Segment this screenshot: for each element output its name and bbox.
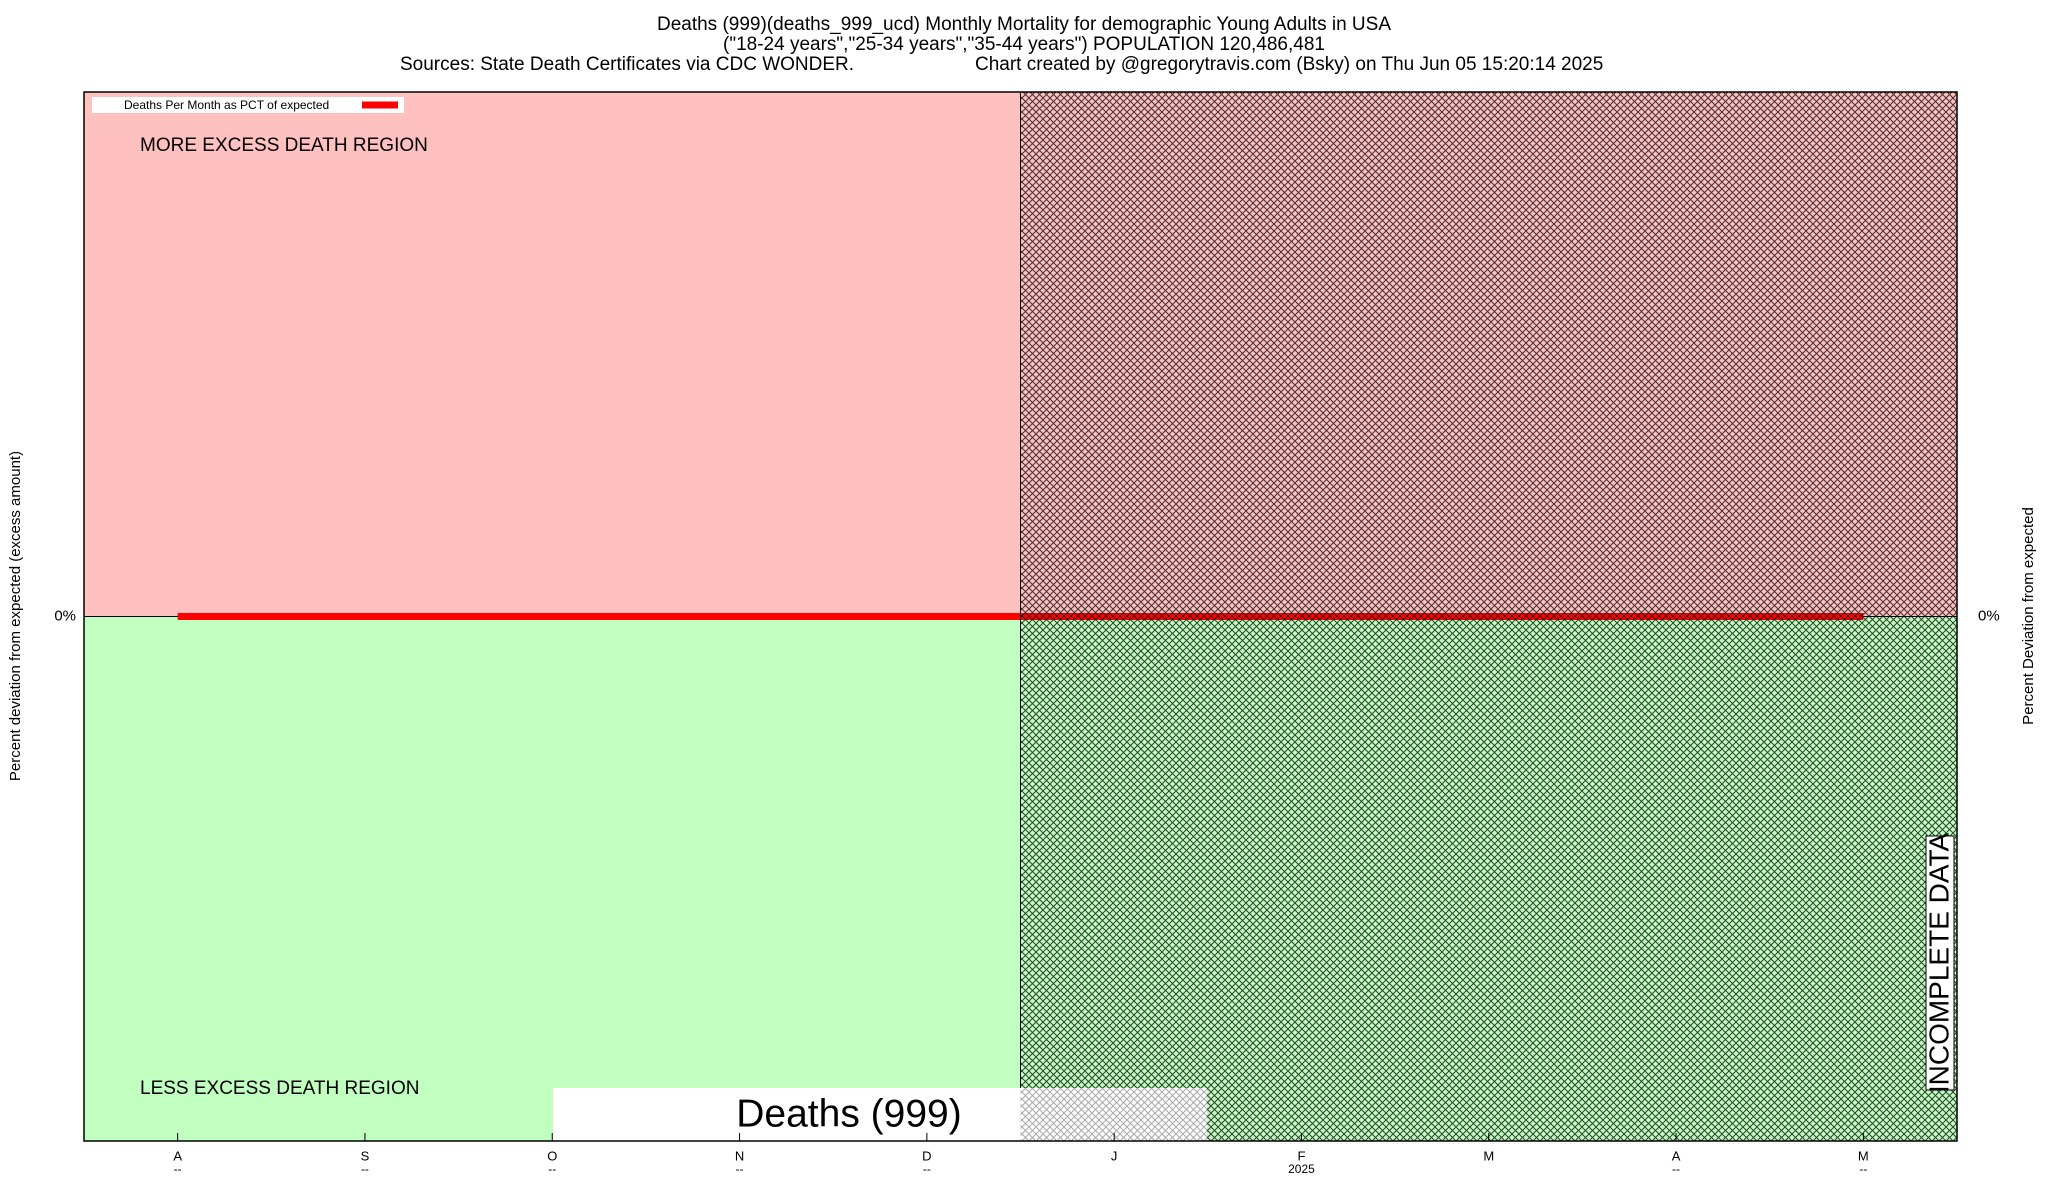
watermark-hatch	[1020, 1088, 1207, 1141]
x-tick-sublabel: --	[736, 1162, 744, 1176]
region-label: LESS EXCESS DEATH REGION	[140, 1078, 419, 1099]
incomplete-label: INCOMPLETE DATA	[1923, 833, 1954, 1094]
y2-axis-label: Percent Deviation from expected	[2020, 507, 2037, 725]
watermark: Deaths (999)	[736, 1092, 961, 1135]
y-tick-label: 0%	[54, 607, 76, 624]
overlay: Deaths (999) INCOMPLETE DATA Deaths Per Mo…	[83, 91, 1958, 1142]
x-tick-sublabel: 2025	[1288, 1162, 1315, 1176]
x-tick-label: D	[922, 1148, 931, 1163]
y-axis-label: Percent deviation from expected (excess …	[7, 451, 24, 781]
x-tick-sublabel: --	[1859, 1162, 1867, 1176]
x-tick-label: N	[735, 1148, 744, 1163]
x-tick-sublabel: --	[548, 1162, 556, 1176]
y2-tick-label: 0%	[1978, 607, 2000, 624]
incomplete-label-box	[1925, 835, 1955, 1091]
x-tick-label: O	[547, 1148, 557, 1163]
x-tick-label: A	[1672, 1148, 1681, 1163]
x-tick-sublabel: --	[1672, 1162, 1680, 1176]
x-tick-label: A	[173, 1148, 182, 1163]
chart-subtitle: ("18-24 years","25-34 years","35-44 year…	[723, 34, 1325, 55]
x-tick-label: F	[1297, 1148, 1305, 1163]
credit-note: Chart created by @gregorytravis.com (Bsk…	[975, 54, 1603, 75]
incomplete-hatch	[1020, 92, 1957, 1141]
x-tick-sublabel: --	[361, 1162, 369, 1176]
x-tick-label: J	[1111, 1148, 1118, 1163]
x-tick-sublabel: --	[174, 1162, 182, 1176]
source-note: Sources: State Death Certificates via CD…	[400, 54, 854, 75]
x-tick-label: M	[1858, 1148, 1869, 1163]
chart-title: Deaths (999)(deaths_999_ucd) Monthly Mor…	[657, 14, 1391, 35]
x-tick-label: S	[361, 1148, 370, 1163]
x-tick-label: M	[1483, 1148, 1494, 1163]
legend-label: Deaths Per Month as PCT of expected	[124, 98, 329, 112]
x-tick-sublabel: --	[923, 1162, 931, 1176]
legend-box	[92, 97, 404, 113]
watermark-box	[553, 1088, 1021, 1141]
region-label: MORE EXCESS DEATH REGION	[140, 135, 428, 156]
